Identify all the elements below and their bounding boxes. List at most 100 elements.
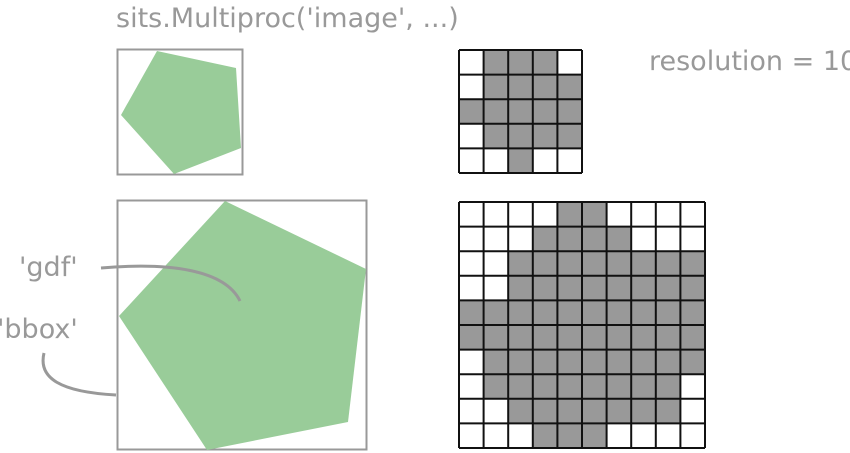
large-grid-pixel [532, 275, 558, 301]
large-grid-pixel [483, 300, 509, 325]
large-grid-pixel [631, 374, 656, 399]
small-grid-pixel [557, 148, 582, 173]
large-grid-pixel [557, 202, 582, 227]
gdf-label: 'gdf' [19, 252, 78, 283]
large-grid-pixel [508, 275, 533, 301]
large-grid-pixel [508, 202, 533, 227]
large-grid-pixel [532, 251, 558, 276]
small-grid-pixel [483, 50, 509, 75]
large-grid-pixel [483, 374, 509, 399]
small-grid-pixel [508, 123, 533, 149]
small-pentagon [121, 51, 241, 174]
large-grid-pixel [680, 349, 705, 375]
small-grid-pixel [459, 148, 484, 173]
large-grid-pixel [557, 349, 582, 375]
large-grid-pixel [459, 202, 484, 227]
large-grid-pixel [655, 300, 681, 325]
large-grid-pixel [483, 349, 509, 375]
large-raster-grid [458, 201, 706, 449]
large-grid-pixel [508, 349, 533, 375]
large-grid-pixel [582, 423, 607, 448]
large-grid-pixel [459, 275, 484, 301]
large-grid-pixel [655, 325, 681, 350]
small-grid-pixel [532, 74, 558, 100]
large-grid-pixel [680, 423, 705, 448]
large-grid-pixel [508, 300, 533, 325]
small-grid-pixel [508, 99, 533, 124]
small-grid-pixel [459, 74, 484, 100]
large-grid-pixel [631, 325, 656, 350]
large-grid-pixel [557, 251, 582, 276]
large-grid-pixel [606, 202, 632, 227]
large-grid-pixel [631, 300, 656, 325]
large-grid-pixel [508, 398, 533, 424]
large-grid-pixel [557, 374, 582, 399]
small-bbox [116, 48, 244, 176]
gdf-callout-line [100, 264, 242, 302]
resolution-label: resolution = 10 [649, 46, 850, 77]
large-grid-pixel [606, 300, 632, 325]
large-grid-pixel [557, 300, 582, 325]
large-grid-pixel [532, 374, 558, 399]
large-grid-pixel [459, 226, 484, 252]
large-grid-pixel [606, 275, 632, 301]
large-grid-pixel [508, 251, 533, 276]
large-grid-pixel [582, 349, 607, 375]
large-grid-pixel [508, 226, 533, 252]
large-grid-pixel [532, 325, 558, 350]
small-grid-pixel [532, 50, 558, 75]
large-grid-pixel [582, 374, 607, 399]
large-grid-pixel [582, 325, 607, 350]
small-raster-grid [458, 49, 583, 174]
large-grid-pixel [483, 251, 509, 276]
large-grid-pixel [606, 374, 632, 399]
large-grid-pixel [680, 251, 705, 276]
large-grid-pixel [631, 398, 656, 424]
large-grid-pixel [459, 349, 484, 375]
large-grid-pixel [582, 398, 607, 424]
large-grid-pixel [631, 226, 656, 252]
large-grid-pixel [557, 398, 582, 424]
large-grid-pixel [606, 226, 632, 252]
small-grid-pixel [508, 50, 533, 75]
large-grid-pixel [606, 423, 632, 448]
large-grid-pixel [655, 226, 681, 252]
small-grid-pixel [459, 123, 484, 149]
small-grid-pixel [508, 74, 533, 100]
large-grid-pixel [680, 275, 705, 301]
large-grid-pixel [655, 275, 681, 301]
large-grid-pixel [459, 300, 484, 325]
large-grid-pixel [631, 251, 656, 276]
large-grid-pixel [483, 226, 509, 252]
small-grid-pixel [508, 148, 533, 173]
large-grid-pixel [680, 300, 705, 325]
large-grid-pixel [655, 202, 681, 227]
large-grid-pixel [459, 325, 484, 350]
large-bbox [116, 199, 368, 451]
large-grid-pixel [483, 325, 509, 350]
small-grid-pixel [483, 74, 509, 100]
large-grid-pixel [631, 275, 656, 301]
large-grid-pixel [483, 398, 509, 424]
large-grid-pixel [459, 251, 484, 276]
large-grid-pixel [655, 398, 681, 424]
small-grid-pixel [557, 74, 582, 100]
small-grid-pixel [557, 123, 582, 149]
large-grid-pixel [459, 398, 484, 424]
large-grid-pixel [557, 423, 582, 448]
large-grid-pixel [557, 226, 582, 252]
small-grid-pixel [532, 123, 558, 149]
large-grid-pixel [680, 374, 705, 399]
large-grid-pixel [606, 251, 632, 276]
large-grid-pixel [557, 325, 582, 350]
large-grid-pixel [582, 202, 607, 227]
large-grid-pixel [459, 423, 484, 448]
large-grid-pixel [508, 374, 533, 399]
large-grid-pixel [508, 325, 533, 350]
small-grid-pixel [557, 50, 582, 75]
large-grid-pixel [606, 349, 632, 375]
large-grid-pixel [483, 275, 509, 301]
large-grid-pixel [582, 251, 607, 276]
large-grid-pixel [532, 423, 558, 448]
large-grid-pixel [557, 275, 582, 301]
